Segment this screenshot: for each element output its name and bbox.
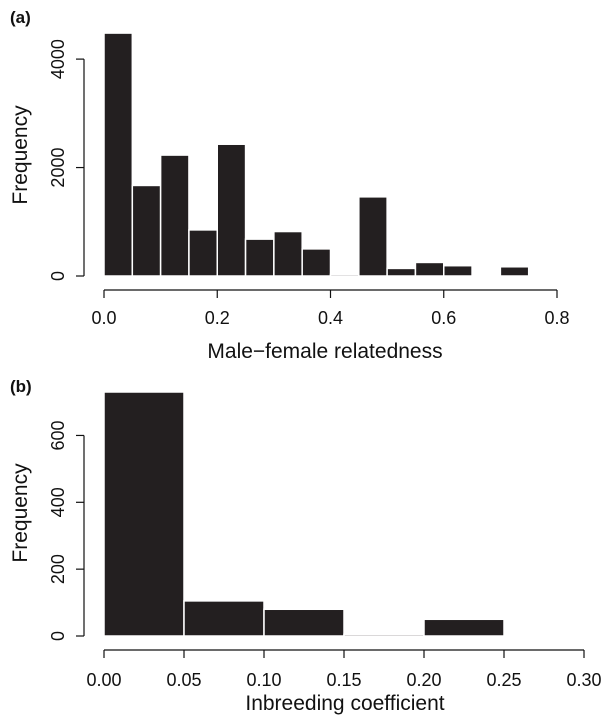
panel-b-bar-3	[343, 633, 425, 637]
panel-a-x-axis-title: Male−female relatedness	[207, 340, 442, 363]
panel-a-bar-8	[329, 273, 360, 277]
panel-a-bar-7	[301, 248, 332, 277]
panel-b-bar-0	[103, 391, 185, 637]
panel-a-bar-6	[273, 230, 303, 277]
panel-b-bar-2	[263, 608, 345, 637]
panel-a-label: (a)	[10, 8, 31, 27]
panel-a-bar-5	[244, 238, 275, 277]
panel-a-y-tick-label: 4000	[48, 39, 68, 79]
panel-b-x-tick-label: 0.10	[246, 670, 281, 690]
panel-b-bar-4	[423, 618, 505, 637]
panel-a-bar-4	[216, 143, 247, 277]
panel-b-axes: 0.00 0.05 0.10 0.15 0.20 0.25 0.30 0 200 400 600	[48, 420, 602, 690]
panel-a-bars	[103, 32, 530, 277]
panel-b-x-axis-title: Inbreeding coefficient	[245, 692, 444, 715]
panel-a-bar-12	[443, 264, 473, 277]
panel-b-y-axis-title: Frequency	[9, 463, 32, 563]
panel-a-x-tick-label: 0.8	[544, 308, 569, 328]
panel-b-y-tick-label: 0	[48, 631, 68, 641]
panel-b-x-tick-label: 0.30	[566, 670, 601, 690]
panel-a-bar-10	[386, 267, 417, 277]
panel-a-y-tick-label: 2000	[48, 148, 68, 188]
panel-b-x-tick-label: 0.15	[326, 670, 361, 690]
panel-b-x-tick-label: 0.25	[486, 670, 521, 690]
panel-a-bar-0	[103, 32, 134, 277]
panel-a-x-tick-label: 0.4	[318, 308, 343, 328]
panel-b-label: (b)	[10, 377, 32, 396]
panel-a-bar-3	[188, 229, 218, 277]
panel-b-bar-1	[183, 600, 265, 637]
panel-a: (a) Frequency Male−female relatedness 0.…	[9, 8, 570, 363]
panel-a-x-tick-label: 0.0	[91, 308, 116, 328]
panel-b-y-tick-label: 200	[48, 554, 68, 584]
panel-b-x-tick-label: 0.00	[86, 670, 121, 690]
panel-a-bar-9	[358, 196, 388, 277]
panel-a-bar-14	[499, 266, 530, 277]
panel-b-y-tick-label: 400	[48, 487, 68, 517]
panel-b: (b) Frequency Inbreeding coefficient 0.0…	[9, 377, 602, 715]
panel-a-bar-1	[131, 184, 162, 277]
panel-b-x-tick-label: 0.20	[406, 670, 441, 690]
panel-a-bar-2	[159, 154, 190, 277]
panel-a-axes: 0.0 0.2 0.4 0.6 0.8 0 2000 4000	[48, 39, 570, 328]
panel-b-y-tick-label: 600	[48, 420, 68, 450]
panel-a-y-tick-label: 0	[48, 271, 68, 281]
panel-a-x-tick-label: 0.6	[431, 308, 456, 328]
panel-a-x-tick-label: 0.2	[205, 308, 230, 328]
panel-b-x-tick-label: 0.05	[166, 670, 201, 690]
panel-a-bar-11	[414, 261, 445, 277]
panel-b-bars	[103, 391, 505, 637]
panel-a-y-axis-title: Frequency	[9, 105, 32, 205]
